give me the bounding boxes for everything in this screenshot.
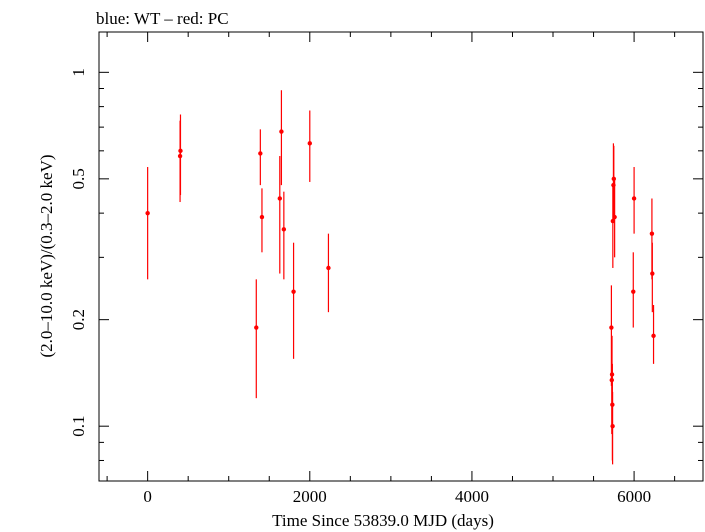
- data-point: [326, 265, 331, 271]
- data-points: [145, 90, 656, 465]
- x-axis-label: Time Since 53839.0 MJD (days): [272, 511, 494, 530]
- data-point: [277, 196, 282, 201]
- data-point: [649, 231, 655, 236]
- y-axis-label: (2.0–10.0 keV)/(0.3–2.0 keV): [37, 154, 56, 357]
- y-tick-label: 1: [69, 68, 88, 77]
- data-point: [254, 325, 259, 330]
- data-point: [178, 148, 183, 154]
- axis-ticks: [99, 32, 703, 481]
- x-tick-label: 4000: [455, 487, 489, 506]
- data-point: [631, 289, 636, 294]
- y-tick-label: 0.5: [69, 168, 88, 189]
- data-point: [307, 141, 312, 146]
- chart-title: blue: WT – red: PC: [96, 9, 229, 28]
- data-point: [611, 176, 617, 182]
- x-tick-label: 0: [143, 487, 152, 506]
- data-point: [291, 289, 296, 294]
- data-point: [612, 214, 617, 220]
- data-point: [651, 333, 656, 339]
- data-point: [650, 271, 655, 276]
- data-point: [259, 214, 265, 220]
- data-point: [258, 151, 263, 156]
- x-tick-label: 2000: [293, 487, 327, 506]
- data-point: [281, 227, 287, 232]
- data-point: [631, 196, 637, 201]
- y-tick-label: 0.1: [69, 416, 88, 437]
- plot-frame: [98, 31, 704, 482]
- y-tick-label: 0.2: [69, 309, 88, 330]
- axis-tick-labels: 0 2000 4000 6000 0.1 0.2 0.5 1: [69, 68, 651, 506]
- data-point: [279, 129, 284, 134]
- data-point: [609, 325, 614, 330]
- data-point: [610, 423, 615, 429]
- x-tick-label: 6000: [617, 487, 651, 506]
- data-point: [145, 210, 150, 216]
